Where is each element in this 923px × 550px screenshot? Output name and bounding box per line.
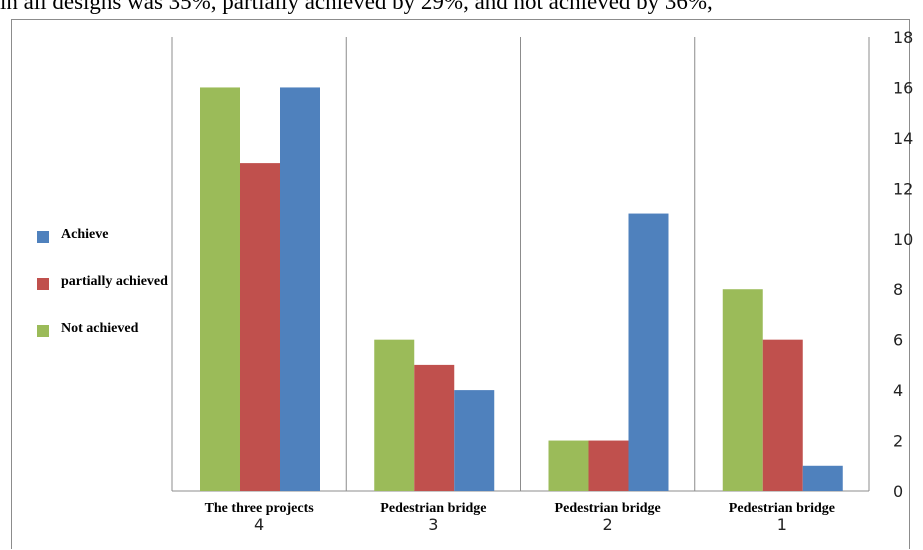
bar-not-achieved — [722, 289, 763, 491]
legend-label: partially achieved — [61, 274, 168, 289]
caption-fragment: in all designs was 35%, partially achiev… — [0, 0, 713, 14]
x-category-number: 4 — [254, 515, 264, 534]
x-category-label: Pedestrian bridge — [729, 501, 835, 516]
legend-label: Achieve — [61, 227, 109, 242]
x-category-label: Pedestrian bridge — [380, 501, 486, 516]
legend-swatch — [37, 231, 49, 243]
y-tick-label: 12 — [893, 179, 913, 198]
y-tick-label: 2 — [893, 432, 903, 451]
x-category-label: Pedestrian bridge — [555, 501, 661, 516]
legend-label: Not achieved — [61, 321, 139, 336]
legend-swatch — [37, 325, 49, 337]
y-tick-label: 10 — [893, 230, 913, 249]
bar-not-achieved — [374, 339, 415, 491]
y-tick-label: 14 — [893, 129, 913, 148]
bar-partially-achieved — [240, 163, 280, 491]
y-tick-label: 18 — [893, 28, 913, 47]
bar-partially-achieved — [588, 440, 629, 491]
y-tick-label: 16 — [893, 78, 913, 97]
y-tick-label: 0 — [893, 482, 903, 501]
x-category-number: 3 — [428, 515, 438, 534]
bar-partially-achieved — [414, 364, 455, 491]
legend-item: Not achieved — [37, 321, 197, 368]
x-category-number: 2 — [603, 515, 613, 534]
y-tick-label: 6 — [893, 331, 903, 350]
chart-frame — [11, 19, 910, 549]
legend-item: Achieve — [37, 227, 197, 274]
x-category-number: 1 — [777, 515, 787, 534]
legend-item: partially achieved — [37, 274, 197, 321]
y-tick-label: 4 — [893, 381, 903, 400]
bar-achieve — [628, 213, 669, 492]
legend-swatch — [37, 278, 49, 290]
bar-achieve — [280, 87, 320, 491]
bar-achieve — [802, 465, 843, 491]
bar-partially-achieved — [762, 339, 803, 491]
legend: Achieve partially achieved Not achieved — [37, 227, 197, 368]
x-category-label: The three projects — [205, 501, 315, 516]
bar-achieve — [454, 390, 495, 491]
y-tick-label: 8 — [893, 280, 903, 299]
bar-not-achieved — [200, 87, 240, 491]
bar-not-achieved — [548, 440, 589, 491]
